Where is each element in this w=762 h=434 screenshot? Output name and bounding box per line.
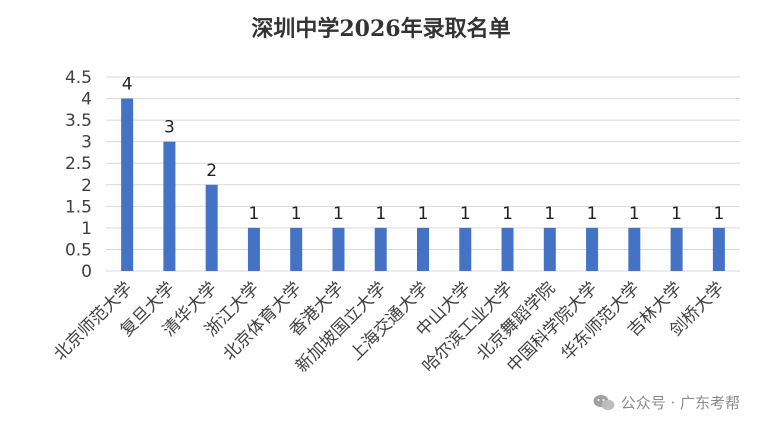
data-label: 1: [291, 204, 302, 224]
bar: [121, 98, 134, 271]
data-labels: 4 3 2 1 1 1 1 1 1 1 1 1 1 1 1: [122, 75, 725, 224]
bar: [628, 227, 641, 271]
bar: [205, 184, 218, 271]
bars: [121, 98, 725, 271]
bar: [417, 227, 429, 271]
data-label: 1: [418, 204, 429, 224]
data-label: 1: [629, 204, 640, 224]
data-label: 1: [375, 204, 386, 224]
bar: [332, 227, 345, 271]
data-label: 1: [249, 204, 260, 224]
data-label: 1: [671, 204, 682, 224]
data-label: 2: [206, 161, 217, 181]
bar: [712, 227, 725, 271]
data-label: 1: [713, 204, 724, 224]
y-tick-label: 4: [81, 90, 92, 110]
y-tick-label: 2: [81, 176, 92, 196]
y-axis-ticks: 00.511.522.533.544.5: [65, 68, 92, 282]
watermark: 公众号 · 广东考帮: [593, 392, 740, 413]
bar: [543, 227, 556, 271]
data-label: 4: [122, 75, 133, 95]
y-tick-label: 4.5: [65, 68, 92, 88]
data-label: 3: [164, 118, 175, 138]
bar: [374, 227, 387, 271]
category-labels: 北京师范大学复旦大学清华大学浙江大学北京体育大学香港大学新加坡国立大学上海交通大…: [50, 278, 728, 376]
y-tick-label: 0.5: [65, 240, 92, 260]
chart-title: 深圳中学2026年录取名单: [251, 16, 510, 42]
y-tick-label: 1: [81, 219, 92, 239]
data-label: 1: [333, 204, 344, 224]
data-label: 1: [544, 204, 555, 224]
y-tick-label: 2.5: [65, 154, 92, 174]
y-tick-label: 3: [81, 133, 92, 153]
y-tick-label: 1.5: [65, 197, 92, 217]
data-label: 1: [587, 204, 598, 224]
y-tick-label: 0: [81, 262, 92, 282]
bar: [290, 227, 303, 271]
bar: [670, 227, 683, 271]
data-label: 1: [460, 204, 471, 224]
bar: [586, 227, 599, 271]
bar: [247, 227, 260, 271]
y-tick-label: 3.5: [65, 111, 92, 131]
bar: [501, 227, 514, 271]
wechat-icon: [593, 394, 615, 410]
data-label: 1: [502, 204, 513, 224]
bar: [459, 227, 472, 271]
watermark-text: 公众号 · 广东考帮: [620, 394, 740, 412]
bar: [163, 141, 176, 271]
